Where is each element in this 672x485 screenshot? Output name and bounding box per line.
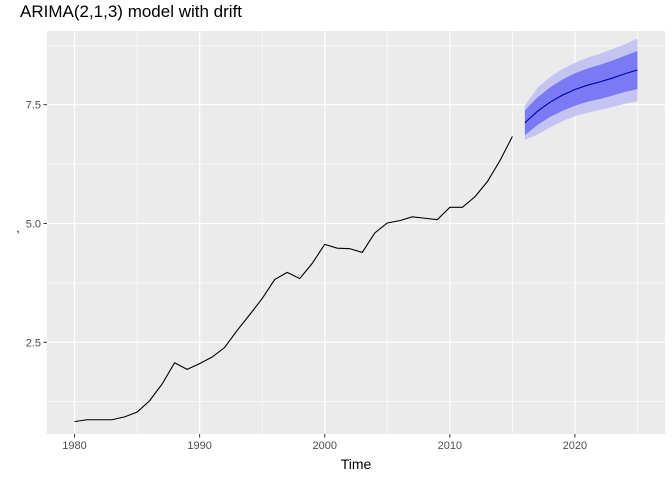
- y-tick-label: 2.5: [26, 337, 41, 349]
- x-tick-label: 1990: [187, 440, 211, 452]
- y-tick-label: 5.0: [26, 218, 41, 230]
- forecast-mean-line: [524, 69, 638, 124]
- x-axis-title: Time: [341, 456, 372, 472]
- x-tick-label: 2000: [312, 440, 336, 452]
- chart-title: ARIMA(2,1,3) model with drift: [20, 2, 243, 21]
- y-axis-title: ,: [16, 221, 19, 235]
- x-tick-label: 1980: [62, 440, 86, 452]
- x-tick-label: 2020: [563, 440, 587, 452]
- forecast-80-interval-band: [524, 50, 638, 136]
- observed-series-line: [74, 136, 513, 423]
- y-tick-label: 7.5: [26, 100, 41, 112]
- x-tick-label: 2010: [438, 440, 462, 452]
